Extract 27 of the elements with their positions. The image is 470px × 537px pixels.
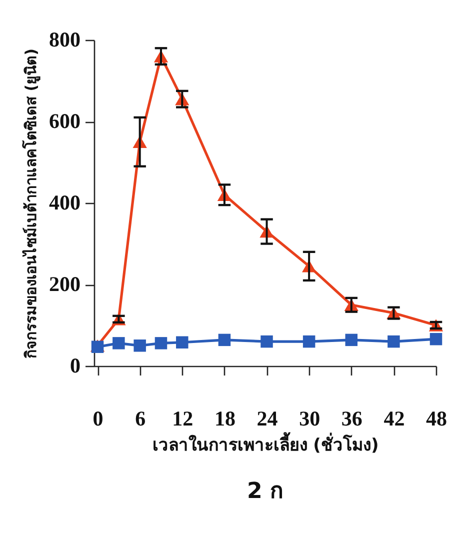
y-axis-title: กิจกรรมของเอนไซม์เบต้ากาแลคโตซิเดส (ยูนิต) bbox=[21, 48, 41, 358]
point bbox=[134, 340, 146, 352]
point bbox=[388, 335, 400, 348]
x-tick-label: 48 bbox=[426, 406, 447, 430]
x-tick-label: 6 bbox=[135, 406, 146, 430]
point bbox=[430, 332, 442, 346]
x-axis-title: เวลาในการเพาะเลี้ยง (ชั่วโมง) bbox=[152, 432, 379, 456]
y-tick-label: 600 bbox=[49, 109, 80, 133]
y-tick-label: 0 bbox=[70, 354, 80, 378]
x-tick-label: 36 bbox=[341, 406, 362, 430]
point bbox=[112, 337, 125, 350]
text: 2 ก bbox=[247, 479, 283, 504]
point bbox=[218, 334, 231, 346]
y-tick-label: 400 bbox=[49, 190, 80, 214]
x-tick-label: 18 bbox=[214, 406, 236, 430]
x-tick-label: 12 bbox=[172, 406, 194, 430]
y-tick-label: 800 bbox=[49, 28, 80, 52]
x-tick-label: 42 bbox=[384, 406, 405, 430]
x-tick-label: 24 bbox=[256, 406, 278, 430]
point bbox=[176, 336, 188, 348]
point bbox=[302, 335, 316, 348]
point bbox=[260, 335, 273, 348]
y-tick-label: 200 bbox=[49, 272, 80, 296]
point bbox=[154, 337, 168, 350]
x-tick-label: 0 bbox=[92, 406, 104, 430]
point bbox=[345, 334, 358, 346]
x-tick-label: 30 bbox=[299, 406, 320, 430]
